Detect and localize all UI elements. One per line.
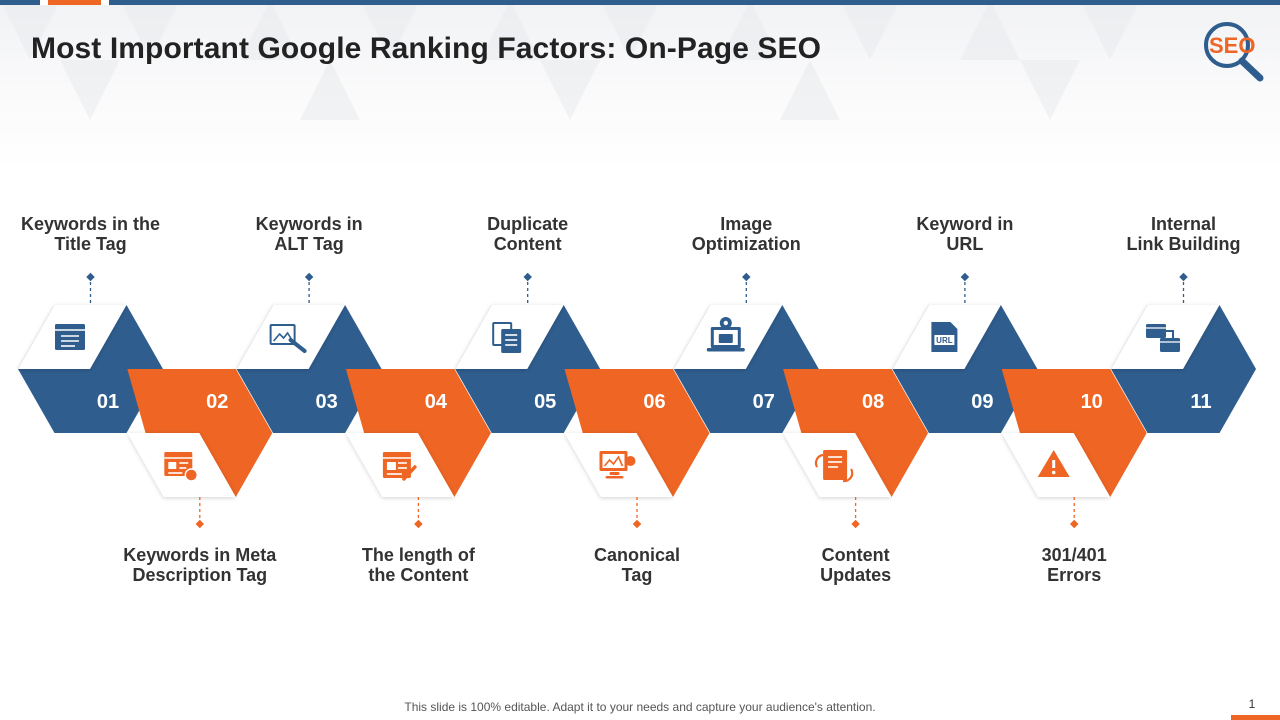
factor-number-09: 09 [971, 391, 993, 413]
duplicate-documents-icon [492, 322, 522, 353]
factor-label-line: Keywords in [255, 214, 363, 234]
factor-label-04: The length of the Content [318, 545, 518, 585]
factor-connector-07 [742, 272, 751, 305]
factor-connector-09 [960, 272, 970, 305]
factor-label-line: Description Tag [132, 565, 268, 585]
factor-label-line: ALT Tag [274, 234, 344, 254]
factor-label-06: Canonical Tag [537, 545, 737, 585]
factor-label-07: Image Optimization [646, 214, 846, 254]
factor-label-01: Keywords in the Title Tag [0, 214, 191, 254]
top-accent-bar [0, 0, 1280, 5]
factor-label-line: the Content [368, 565, 469, 585]
factor-label-line: Keyword in [916, 214, 1014, 234]
seo-logo-text: SEO [1209, 33, 1255, 58]
factor-label-10: 301/401 Errors [974, 545, 1174, 585]
factor-connector-11 [1179, 272, 1188, 305]
factor-label-line: Optimization [691, 234, 801, 254]
factor-number-07: 07 [753, 391, 775, 413]
factor-number-05: 05 [534, 391, 556, 413]
factor-connector-02 [195, 497, 205, 529]
laptop-settings-icon [706, 317, 745, 352]
factor-connector-08 [851, 497, 860, 529]
document-refresh-icon [814, 450, 854, 483]
content-editor-icon [382, 452, 417, 481]
slide-title: Most Important Google Ranking Factors: O… [31, 32, 822, 65]
seo-magnifier-logo: SEO [1204, 22, 1264, 82]
factor-label-line: Tag [621, 565, 653, 585]
factor-label-line: Content [493, 234, 562, 254]
top-bar-gap [40, 0, 48, 5]
factor-label-line: Link Building [1126, 234, 1241, 254]
factor-label-line: 301/401 [1041, 545, 1107, 565]
factor-label-08: Content Updates [756, 545, 956, 585]
factor-label-11: Internal Link Building [1084, 214, 1280, 254]
factor-number-01: 01 [97, 391, 119, 413]
factor-label-line: Canonical [593, 545, 681, 565]
factor-connector-10 [1069, 497, 1079, 529]
factor-connector-05 [523, 272, 532, 305]
factor-connector-01 [86, 272, 95, 305]
web-page-edit-icon [164, 452, 199, 482]
factor-label-03: Keywords in ALT Tag [209, 214, 409, 254]
factor-label-09: Keyword in URL [865, 214, 1065, 254]
factor-label-line: Updates [820, 565, 892, 585]
factor-number-06: 06 [643, 391, 665, 413]
page-number: 1 [1248, 697, 1256, 711]
factor-number-03: 03 [315, 391, 337, 413]
factor-label-line: Keywords in Meta [123, 545, 277, 565]
factor-label-line: Image [720, 214, 773, 234]
triangle-pattern [0, 0, 1140, 120]
warning-icon [1037, 450, 1070, 477]
factor-number-11: 11 [1190, 391, 1211, 413]
monitor-link-icon [599, 451, 636, 479]
factor-label-line: Content [821, 545, 890, 565]
factor-number-04: 04 [425, 391, 448, 413]
image-alt-tag-icon [269, 324, 307, 353]
top-orange-accent [48, 0, 101, 5]
browser-window-icon [55, 324, 85, 350]
factor-connector-06 [632, 497, 642, 529]
factor-number-10: 10 [1081, 391, 1103, 413]
factor-number-02: 02 [206, 391, 228, 413]
factor-label-line: Keywords in the [20, 214, 161, 234]
factor-label-line: Duplicate [487, 214, 569, 234]
footer-note: This slide is 100% editable. Adapt it to… [404, 700, 876, 714]
factor-label-05: Duplicate Content [428, 214, 628, 254]
factor-label-line: Internal [1150, 214, 1216, 234]
factor-connector-03 [304, 272, 314, 305]
linked-windows-icon [1146, 324, 1180, 352]
factor-label-line: URL [946, 234, 984, 254]
page-number-bar [1231, 715, 1280, 720]
factor-label-02: Keywords in Meta Description Tag [100, 545, 300, 585]
factor-label-line: Title Tag [54, 234, 127, 254]
factor-label-line: Errors [1047, 565, 1102, 585]
top-bar-gap [101, 0, 109, 5]
factor-label-line: The length of [361, 545, 475, 565]
factor-connector-04 [414, 497, 423, 529]
svg-text:URL: URL [936, 336, 953, 345]
factor-number-08: 08 [862, 391, 884, 413]
url-document-icon: URL [931, 322, 958, 352]
